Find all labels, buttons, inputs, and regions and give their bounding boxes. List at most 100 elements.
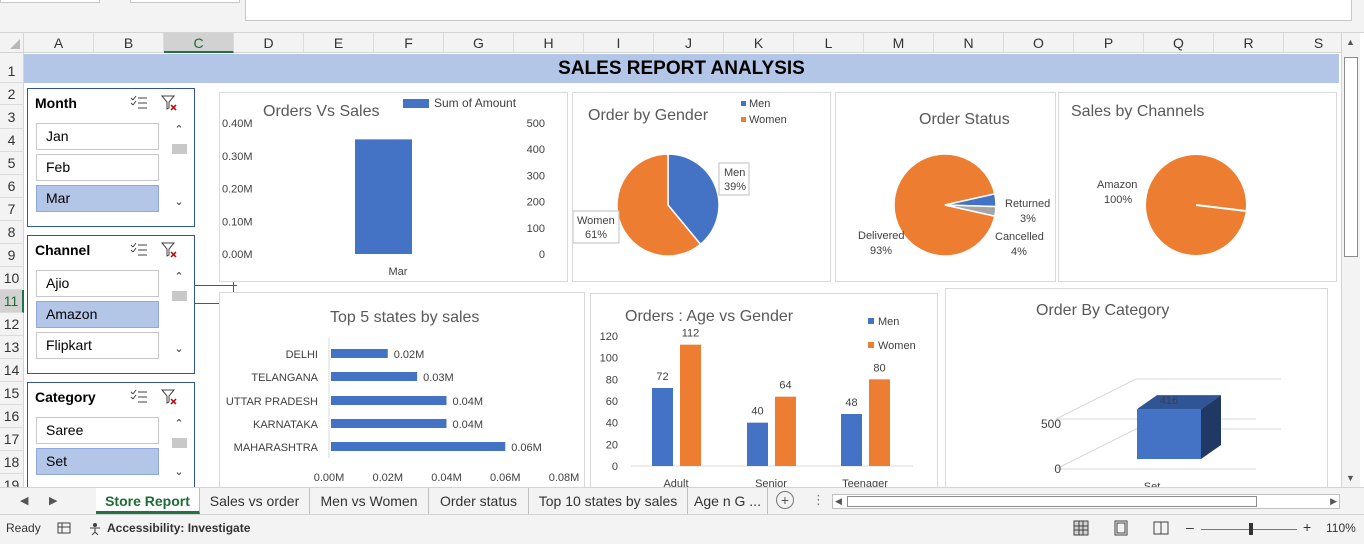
scroll-right-icon[interactable]: ▶ — [1330, 496, 1337, 506]
column-header[interactable]: E — [304, 33, 374, 53]
column-header[interactable]: F — [374, 33, 444, 53]
chevron-up-icon[interactable]: ⌃ — [174, 418, 184, 430]
row-header[interactable]: 2 — [0, 83, 24, 105]
name-box[interactable] — [0, 0, 100, 3]
row-header[interactable]: 6 — [0, 175, 24, 198]
column-header[interactable]: G — [444, 33, 514, 53]
accessibility-icon[interactable] — [88, 521, 104, 535]
row-header[interactable]: 15 — [0, 382, 24, 405]
page-break-icon[interactable] — [1153, 520, 1169, 536]
clear-filter-icon[interactable] — [160, 389, 177, 405]
month-slicer[interactable]: Month Jan Feb Mar ⌃ ⌄ — [27, 88, 195, 227]
multi-select-icon[interactable] — [130, 242, 147, 256]
sheet-tab[interactable]: Order status — [429, 488, 529, 514]
horizontal-scrollbar[interactable]: ◀ ▶ — [832, 494, 1340, 509]
column-header[interactable]: Q — [1144, 33, 1214, 53]
chevron-up-icon[interactable]: ⌃ — [174, 271, 184, 283]
row-header[interactable]: 13 — [0, 336, 24, 359]
row-header[interactable]: 18 — [0, 451, 24, 474]
scroll-up-icon[interactable]: ▲ — [1346, 37, 1355, 47]
chevron-up-icon[interactable]: ⌃ — [174, 124, 184, 136]
scroll-thumb[interactable] — [172, 438, 187, 448]
worksheet-grid[interactable]: SALES REPORT ANALYSIS Month Jan Feb Mar … — [24, 53, 1340, 487]
tab-scroll-right-icon[interactable]: ▶ — [49, 495, 58, 507]
scroll-thumb[interactable] — [847, 496, 1257, 507]
multi-select-icon[interactable] — [130, 389, 147, 403]
sheet-tab[interactable]: Store Report — [96, 488, 200, 514]
row-header[interactable]: 8 — [0, 221, 24, 244]
row-header[interactable]: 7 — [0, 198, 24, 221]
slicer-item-ajio[interactable]: Ajio — [36, 270, 159, 297]
scroll-thumb[interactable] — [1344, 57, 1358, 257]
clear-filter-icon[interactable] — [160, 242, 177, 258]
row-header[interactable]: 11 — [0, 290, 24, 313]
order-by-category-chart[interactable]: Order By Category 0 500 416 Set — [945, 288, 1328, 487]
sheet-tab[interactable]: Sales vs order — [200, 488, 310, 514]
row-header[interactable]: 12 — [0, 313, 24, 336]
row-header[interactable]: 14 — [0, 359, 24, 382]
column-header[interactable]: M — [864, 33, 934, 53]
select-all-corner[interactable] — [0, 33, 24, 53]
accessibility-status[interactable]: Accessibility: Investigate — [107, 521, 251, 535]
column-header[interactable]: C — [164, 33, 234, 53]
row-header[interactable]: 3 — [0, 105, 24, 129]
sheet-tab[interactable]: Age n G ... — [688, 488, 768, 514]
slicer-scrollbar[interactable]: ⌃ ⌄ — [170, 416, 188, 487]
scroll-thumb[interactable] — [172, 144, 187, 154]
macro-record-icon[interactable] — [57, 521, 71, 535]
tab-scroll-left-icon[interactable]: ◀ — [20, 495, 29, 507]
row-header[interactable]: 9 — [0, 244, 24, 267]
slicer-item-mar[interactable]: Mar — [36, 185, 159, 212]
scroll-down-icon[interactable]: ▼ — [1346, 473, 1355, 483]
page-layout-icon[interactable] — [1113, 520, 1129, 536]
column-header[interactable]: I — [584, 33, 654, 53]
zoom-level[interactable]: 110% — [1326, 521, 1356, 535]
column-header[interactable]: R — [1214, 33, 1284, 53]
orders-vs-sales-chart[interactable]: Orders Vs Sales Sum of Amount 0.00M 0.10M… — [219, 92, 568, 282]
vertical-scrollbar[interactable]: ▲ ▼ — [1341, 33, 1360, 487]
sheet-tab[interactable]: Men vs Women — [310, 488, 429, 514]
column-header[interactable]: K — [724, 33, 794, 53]
column-header[interactable]: B — [94, 33, 164, 53]
formula-bar[interactable] — [245, 0, 1352, 21]
slicer-scrollbar[interactable]: ⌃ ⌄ — [170, 122, 188, 210]
slicer-item-flipkart[interactable]: Flipkart — [36, 332, 159, 359]
slicer-item-feb[interactable]: Feb — [36, 154, 159, 181]
formula-controls[interactable] — [130, 0, 240, 3]
row-header[interactable]: 16 — [0, 405, 24, 428]
column-header[interactable]: D — [234, 33, 304, 53]
normal-view-icon[interactable] — [1073, 520, 1089, 536]
column-header[interactable]: H — [514, 33, 584, 53]
column-header[interactable]: A — [24, 33, 94, 53]
column-header[interactable]: L — [794, 33, 864, 53]
multi-select-icon[interactable] — [130, 95, 147, 109]
row-header[interactable]: 4 — [0, 129, 24, 152]
row-header[interactable]: 5 — [0, 152, 24, 175]
column-header[interactable]: J — [654, 33, 724, 53]
chevron-down-icon[interactable]: ⌄ — [174, 466, 184, 478]
slicer-scrollbar[interactable]: ⌃ ⌄ — [170, 269, 188, 357]
row-header[interactable]: 17 — [0, 428, 24, 451]
row-header[interactable]: 1 — [0, 53, 24, 83]
sheet-tab[interactable]: Top 10 states by sales — [529, 488, 688, 514]
scroll-thumb[interactable] — [172, 291, 187, 301]
chevron-down-icon[interactable]: ⌄ — [174, 196, 184, 208]
zoom-in-icon[interactable]: + — [1303, 519, 1312, 535]
age-vs-gender-chart[interactable]: Orders : Age vs Gender Men Women 0 20 40 60… — [590, 293, 938, 487]
slicer-item-amazon[interactable]: Amazon — [36, 301, 159, 328]
slicer-item-set[interactable]: Set — [36, 448, 159, 475]
row-header[interactable]: 10 — [0, 267, 24, 290]
sales-by-channels-chart[interactable]: Sales by Channels Amazon 100% — [1058, 92, 1337, 282]
zoom-out-icon[interactable]: – — [1186, 519, 1194, 535]
clear-filter-icon[interactable] — [160, 95, 177, 111]
top-5-states-chart[interactable]: Top 5 states by sales DELHI 0.02M TELANGAN… — [219, 292, 585, 487]
order-by-gender-chart[interactable]: Order by Gender Men Women Men 39% Women … — [572, 92, 831, 282]
slicer-item-jan[interactable]: Jan — [36, 123, 159, 150]
order-status-chart[interactable]: Order Status Returned 3% Cancelled 4% De… — [835, 92, 1056, 282]
channel-slicer[interactable]: Channel Ajio Amazon Flipkart ⌃ ⌄ — [27, 235, 195, 374]
more-options-icon[interactable]: ⋮ — [812, 492, 825, 507]
zoom-slider-thumb[interactable] — [1249, 523, 1253, 535]
chevron-down-icon[interactable]: ⌄ — [174, 343, 184, 355]
column-header[interactable]: N — [934, 33, 1004, 53]
column-header[interactable]: P — [1074, 33, 1144, 53]
